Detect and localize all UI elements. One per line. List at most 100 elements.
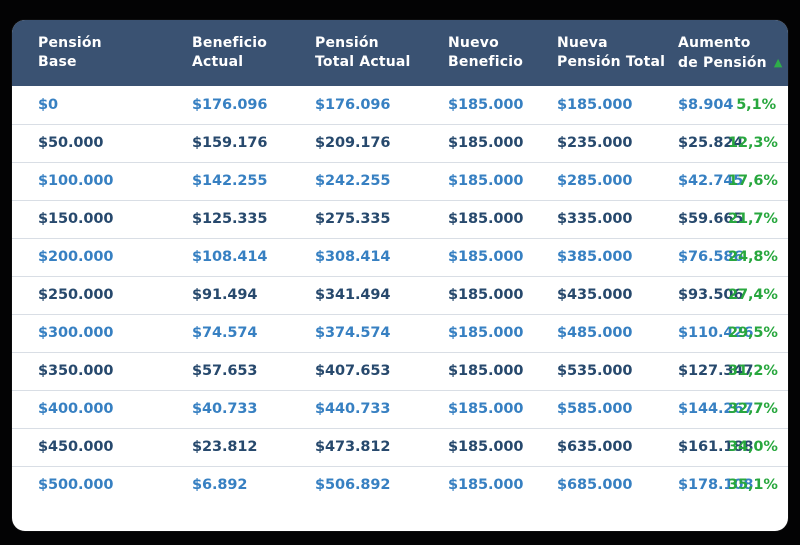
cell-pension-base: $350.000	[12, 351, 166, 390]
cell-pension-total-actual: $440.733	[289, 389, 422, 428]
cell-aumento-porcentaje: 27,4%	[728, 275, 788, 314]
cell-pension-total-actual: $473.812	[289, 427, 422, 466]
cell-aumento-pension: $127.347	[652, 351, 753, 390]
cell-aumento-porcentaje: 21,7%	[728, 199, 788, 238]
cell-nueva-pension-total: $635.000	[531, 427, 652, 466]
cell-nueva-pension-total: $685.000	[531, 465, 652, 504]
table-header: Pensión Base Beneficio Actual Pensión To…	[12, 20, 788, 86]
cell-pension-base: $50.000	[12, 123, 166, 162]
cell-beneficio-actual: $40.733	[166, 389, 289, 428]
cell-pension-total-actual: $341.494	[289, 275, 422, 314]
cell-beneficio-actual: $176.096	[192, 96, 268, 113]
cell-nueva-pension-total: $235.000	[531, 123, 652, 162]
cell-beneficio-actual: $57.653	[166, 351, 289, 390]
cell-aumento-porcentaje: 24,8%	[728, 237, 788, 276]
table-row: $500.000 $6.892 $506.892 $185.000 $685.000 $1…	[12, 465, 788, 504]
cell-pension-base: $150.000	[12, 199, 166, 238]
table-row: $150.000 $125.335 $275.335 $185.000 $335.000…	[12, 199, 788, 238]
header-label: Nuevo	[448, 35, 499, 51]
column-header-beneficio-actual: Beneficio Actual	[166, 20, 289, 86]
cell-aumento-pension: $93.506	[652, 275, 743, 314]
cell-aumento-pension: $8.904	[678, 96, 734, 113]
cell-beneficio-actual: $125.335	[166, 199, 289, 238]
cell-nuevo-beneficio: $185.000	[422, 237, 531, 276]
cell-aumento-porcentaje: 35,1%	[728, 465, 788, 504]
table-body: $0 $176.096 $176.096 $185.000 $185.000 $8.904…	[12, 86, 788, 504]
header-label: Beneficio	[448, 54, 524, 70]
column-header-aumento-pension[interactable]: Aumento de Pensión ▲	[652, 20, 788, 86]
cell-aumento-porcentaje: 5,1%	[736, 96, 777, 113]
cell-aumento-pension: $59.665	[652, 199, 743, 238]
table-row: $100.000 $142.255 $242.255 $185.000 $285.000…	[12, 161, 788, 200]
cell-pension-base: $500.000	[12, 465, 166, 504]
cell-nueva-pension-total: $385.000	[531, 237, 652, 276]
table-row: $250.000 $91.494 $341.494 $185.000 $435.000 $…	[12, 275, 788, 314]
pension-comparison-table: Pensión Base Beneficio Actual Pensión To…	[12, 20, 788, 504]
header-label: Pensión	[38, 35, 102, 51]
cell-aumento-porcentaje: 17,6%	[728, 161, 788, 200]
cell-nuevo-beneficio: $185.000	[422, 465, 531, 504]
cell-nuevo-beneficio: $185.000	[422, 427, 531, 466]
cell-pension-total-actual: $308.414	[289, 237, 422, 276]
cell-pension-total-actual: $209.176	[289, 123, 422, 162]
table-row: $400.000 $40.733 $440.733 $185.000 $585.000 $…	[12, 389, 788, 428]
cell-pension-base: $300.000	[12, 313, 166, 352]
cell-nuevo-beneficio: $185.000	[422, 351, 531, 390]
cell-pension-total-actual: $407.653	[289, 351, 422, 390]
column-header-nuevo-beneficio: Nuevo Beneficio	[422, 20, 531, 86]
header-label-row: de Pensión ▲	[678, 53, 788, 73]
header-label: Nueva	[557, 35, 608, 51]
header-label: de Pensión	[678, 54, 767, 71]
cell-pension-base: $400.000	[12, 389, 166, 428]
cell-pension-base: $250.000	[12, 275, 166, 314]
table-row: $450.000 $23.812 $473.812 $185.000 $635.000 $…	[12, 427, 788, 466]
table-row: $0 $176.096 $176.096 $185.000 $185.000 $8.904…	[12, 86, 788, 124]
header-row: Pensión Base Beneficio Actual Pensión To…	[12, 20, 788, 86]
cell-pension-base: $200.000	[12, 237, 166, 276]
column-header-pension-base: Pensión Base	[12, 20, 166, 86]
table-row: $300.000 $74.574 $374.574 $185.000 $485.000 $…	[12, 313, 788, 352]
cell-nueva-pension-total: $535.000	[531, 351, 652, 390]
pension-table-card: Pensión Base Beneficio Actual Pensión To…	[12, 20, 788, 531]
cell-beneficio-actual: $108.414	[166, 237, 289, 276]
cell-pension-total-actual: $506.892	[289, 465, 422, 504]
sort-ascending-icon[interactable]: ▲	[773, 55, 783, 69]
cell-aumento-porcentaje: 29,5%	[728, 313, 788, 352]
cell-pension-base: $450.000	[12, 427, 166, 466]
cell-aumento-pension: $25.824	[652, 123, 743, 162]
cell-aumento-porcentaje: 31,2%	[728, 351, 788, 390]
header-label: Pensión Total	[557, 54, 666, 70]
cell-nuevo-beneficio: $185.000	[422, 313, 531, 352]
cell-beneficio-actual: $23.812	[166, 427, 289, 466]
table-row: $350.000 $57.653 $407.653 $185.000 $535.000 $…	[12, 351, 788, 390]
header-label: Total Actual	[315, 54, 411, 70]
cell-aumento-porcentaje: 34,0%	[728, 427, 788, 466]
cell-nuevo-beneficio: $185.000	[422, 123, 531, 162]
cell-beneficio-actual: $6.892	[166, 465, 289, 504]
cell-aumento-pension: $76.586	[652, 237, 743, 276]
header-label: Aumento	[678, 34, 751, 51]
cell-aumento-pension: $161.188	[652, 427, 753, 466]
cell-aumento-porcentaje: 12,3%	[728, 123, 788, 162]
cell-pension-total-actual: $242.255	[289, 161, 422, 200]
cell-beneficio-actual: $74.574	[166, 313, 289, 352]
cell-pension-total-actual: $176.096	[315, 96, 391, 113]
column-header-nueva-pension-total: Nueva Pensión Total	[531, 20, 666, 86]
cell-aumento-pension: $144.267	[652, 389, 753, 428]
cell-beneficio-actual: $91.494	[166, 275, 289, 314]
cell-nueva-pension-total: $185.000	[557, 96, 633, 113]
cell-aumento-pension: $110.426	[652, 313, 753, 352]
cell-nueva-pension-total: $435.000	[531, 275, 652, 314]
cell-pension-total-actual: $374.574	[289, 313, 422, 352]
table-row: $50.000 $159.176 $209.176 $185.000 $235.000 $…	[12, 123, 788, 162]
cell-nuevo-beneficio: $185.000	[422, 199, 531, 238]
column-header-pension-total-actual: Pensión Total Actual	[289, 20, 422, 86]
header-label: Base	[38, 54, 77, 70]
cell-pension-base: $0	[38, 96, 58, 113]
cell-beneficio-actual: $142.255	[166, 161, 289, 200]
cell-nuevo-beneficio: $185.000	[422, 275, 531, 314]
cell-nueva-pension-total: $585.000	[531, 389, 652, 428]
cell-nueva-pension-total: $335.000	[531, 199, 652, 238]
cell-nueva-pension-total: $485.000	[531, 313, 652, 352]
cell-nuevo-beneficio: $185.000	[422, 161, 531, 200]
